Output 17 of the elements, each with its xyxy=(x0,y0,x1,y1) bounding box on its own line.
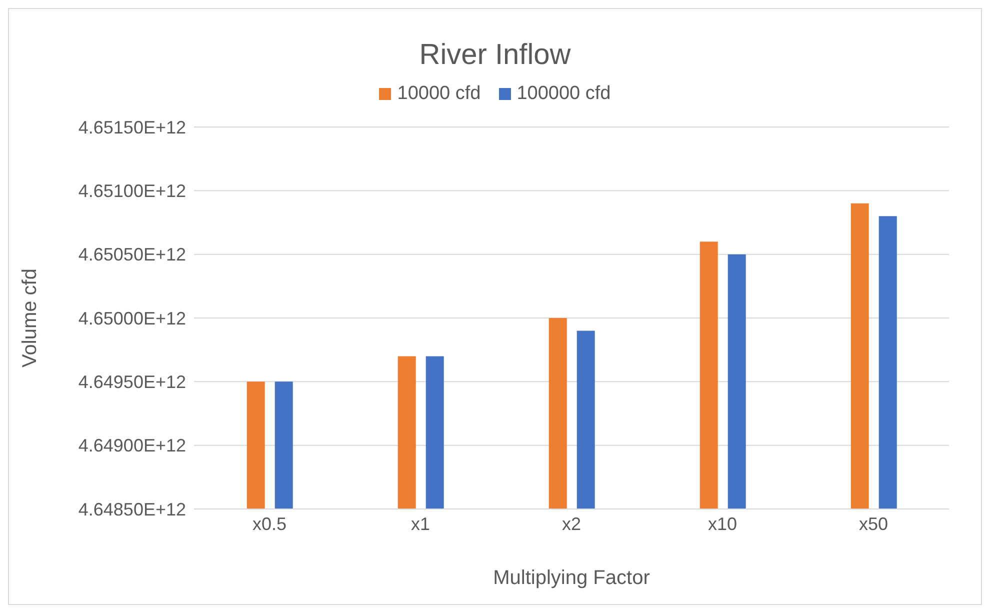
y-tick-label: 4.65150E+12 xyxy=(78,117,186,138)
y-tick-label: 4.64950E+12 xyxy=(78,372,186,392)
x-tick-label: x1 xyxy=(410,514,430,534)
x-tick-label: x10 xyxy=(708,514,738,534)
y-tick-label: 4.65050E+12 xyxy=(78,244,186,265)
chart-title: River Inflow xyxy=(418,39,572,73)
x-tick-label: x50 xyxy=(858,514,888,534)
y-tick-label: 4.65100E+12 xyxy=(78,181,186,202)
y-tick-label: 4.64900E+12 xyxy=(78,436,186,456)
x-tick-label: x2 xyxy=(562,514,582,534)
x-axis-title: Multiplying Factor xyxy=(493,567,650,589)
y-tick-label: 4.65000E+12 xyxy=(78,308,186,328)
legend-label: 100000 cfd xyxy=(516,83,611,105)
y-axis-title: Volume cfd xyxy=(19,268,42,368)
legend-label: 10000 cfd xyxy=(397,83,481,105)
x-tick-label: x0.5 xyxy=(252,514,287,534)
y-tick-label: 4.64850E+12 xyxy=(78,499,186,520)
